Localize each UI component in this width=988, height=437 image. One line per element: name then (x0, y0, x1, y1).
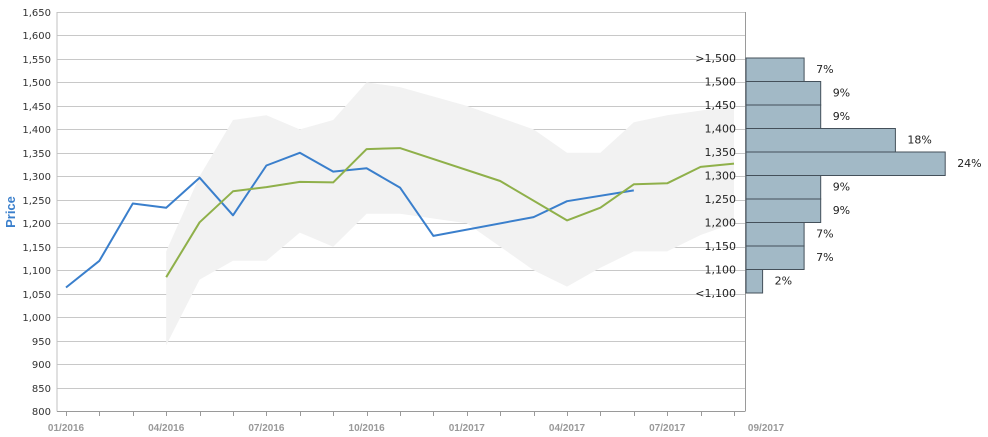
histogram-percent-label: 9% (833, 181, 850, 194)
y-tick-label: 850 (32, 384, 51, 395)
histogram-bin-label: 1,500 (705, 76, 737, 89)
histogram-bin-label: 1,450 (705, 99, 737, 112)
histogram-bin-label: 1,100 (705, 264, 737, 277)
y-tick-label: 1,300 (22, 172, 51, 183)
histogram-bar (745, 198, 822, 223)
y-axis-label: Price (3, 196, 18, 228)
axes: 800 850 900 950 1,000 1,050 1,100 1,150 1,200 1,2… (22, 8, 784, 434)
histogram-bin-label: 1,400 (705, 123, 737, 136)
histogram-percent-label: 9% (833, 87, 850, 100)
histogram-percent-label: 18% (907, 134, 931, 147)
histogram-bar (745, 128, 896, 153)
y-tick-label: 1,500 (22, 78, 51, 89)
histogram-bar (745, 245, 805, 270)
histogram-percent-label: 7% (816, 228, 833, 241)
y-tick-label: 900 (32, 360, 51, 371)
y-tick-label: 950 (32, 337, 51, 348)
forecast-band-area (166, 82, 734, 346)
x-tick-label: 04/2016 (148, 423, 185, 434)
y-tick-label: 1,450 (22, 102, 51, 113)
histogram: >1,500 7% 1,500 9% 1,450 9% 1,400 18% 1,350 24% 1,… (695, 52, 981, 300)
x-tick-label: 09/2017 (748, 423, 785, 434)
histogram-bin-label: 1,300 (705, 170, 737, 183)
series-line-green (165, 147, 735, 278)
y-tick-label: 1,250 (22, 196, 51, 207)
histogram-bar (745, 104, 822, 129)
x-tick-label: 01/2016 (48, 423, 85, 434)
forecast-band (166, 82, 734, 346)
x-tick-label: 07/2017 (649, 423, 686, 434)
histogram-bar (745, 222, 805, 247)
series-line-blue (65, 151, 634, 289)
histogram-bar (745, 57, 805, 82)
histogram-bin-label: 1,200 (705, 217, 737, 230)
histogram-percent-label: 9% (833, 110, 850, 123)
y-tick-label: 1,650 (22, 8, 51, 19)
histogram-bin-label: >1,500 (695, 52, 736, 65)
histogram-bar (745, 175, 822, 200)
histogram-bar (745, 81, 822, 106)
histogram-bin-label: 1,150 (705, 240, 737, 253)
histogram-percent-label: 7% (816, 251, 833, 264)
histogram-percent-label: 2% (775, 275, 792, 288)
histogram-bar (745, 269, 764, 294)
y-tick-label: 1,400 (22, 125, 51, 136)
y-tick-label: 1,100 (22, 266, 51, 277)
histogram-bin-label: <1,100 (695, 287, 736, 300)
x-tick-label: 04/2017 (549, 423, 586, 434)
histogram-percent-label: 24% (957, 157, 981, 170)
y-tick-label: 1,350 (22, 149, 51, 160)
x-tick-label: 10/2016 (349, 423, 386, 434)
histogram-bin-label: 1,350 (705, 146, 737, 159)
y-tick-label: 800 (32, 407, 51, 418)
histogram-bin-label: 1,250 (705, 193, 737, 206)
y-tick-label: 1,200 (22, 219, 51, 230)
y-tick-label: 1,600 (22, 31, 51, 42)
histogram-bar (745, 151, 946, 176)
histogram-percent-label: 7% (816, 63, 833, 76)
histogram-percent-label: 9% (833, 204, 850, 217)
x-tick-label: 01/2017 (449, 423, 486, 434)
series-lines (65, 147, 735, 289)
y-tick-label: 1,550 (22, 55, 51, 66)
x-tick-label: 07/2016 (248, 423, 285, 434)
y-tick-label: 1,000 (22, 313, 51, 324)
y-tick-label: 1,150 (22, 243, 51, 254)
y-tick-label: 1,050 (22, 290, 51, 301)
